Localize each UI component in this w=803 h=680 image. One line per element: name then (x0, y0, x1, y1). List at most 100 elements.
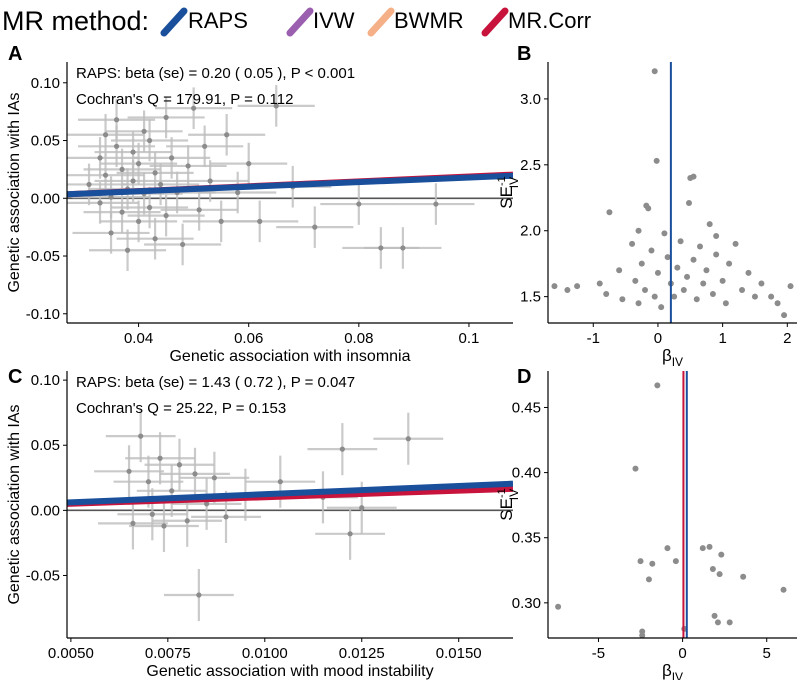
data-point (433, 201, 439, 207)
legend-label-ivw: IVW (313, 8, 355, 33)
data-point (102, 172, 109, 178)
data-point (277, 479, 283, 485)
data-point (726, 619, 733, 626)
data-point (751, 293, 758, 300)
x-tick-label: 0 (678, 645, 686, 662)
legend-swatch-raps (160, 7, 188, 37)
data-point (246, 161, 252, 167)
x-tick-label: 0.04 (124, 330, 153, 347)
y-tick-label: 0.00 (31, 502, 60, 519)
data-point (551, 283, 558, 290)
data-point (739, 287, 746, 294)
data-point (719, 277, 726, 284)
data-point (664, 254, 671, 261)
data-point (718, 551, 725, 558)
data-point (616, 267, 623, 274)
data-point (700, 280, 707, 287)
data-point (664, 545, 671, 552)
data-point (108, 230, 114, 236)
data-point (141, 128, 147, 134)
data-point (709, 565, 716, 572)
y-tick-label: 2.0 (520, 223, 541, 240)
x-tick-label: 0.0125 (339, 645, 385, 662)
legend-swatch-mrcorr (481, 7, 509, 37)
data-point (108, 194, 114, 200)
x-axis-label-symbol: β (662, 346, 672, 365)
data-point (564, 287, 571, 294)
data-point (97, 200, 103, 206)
data-point (86, 181, 92, 188)
data-point (192, 471, 198, 477)
data-point (378, 245, 384, 251)
data-point (713, 233, 720, 239)
data-point (619, 296, 626, 303)
x-axis-label: Genetic association with insomnia (169, 348, 410, 365)
data-point (693, 296, 700, 303)
data-point (161, 523, 167, 529)
data-point (606, 209, 613, 216)
legend-item-raps: RAPS (160, 7, 248, 37)
data-point (649, 560, 656, 567)
data-point (711, 612, 718, 619)
data-point (218, 218, 224, 224)
data-point (163, 114, 169, 121)
legend-label-mrcorr: MR.Corr (508, 8, 591, 33)
data-point (706, 543, 713, 550)
plot-area (67, 410, 513, 622)
annotation-text: Cochran's Q = 25.22, P = 0.153 (76, 400, 286, 417)
data-point (635, 227, 642, 234)
y-tick-label: 3.0 (520, 91, 541, 108)
data-point (651, 293, 658, 300)
plot-area (551, 62, 794, 323)
y-tick-label: 0.40 (512, 465, 541, 482)
data-point (555, 603, 562, 610)
y-tick-label: -0.05 (26, 567, 60, 584)
data-point (574, 283, 581, 290)
data-point (703, 267, 710, 274)
y-axis-label: SE-1IV (496, 176, 521, 208)
legend-title: MR method: (2, 6, 149, 36)
data-point (781, 312, 788, 319)
data-point (359, 505, 365, 511)
data-point (680, 287, 687, 294)
data-point (184, 518, 190, 524)
data-point (787, 283, 794, 290)
x-tick-label: 0.06 (234, 330, 263, 347)
data-point (672, 558, 679, 565)
legend-swatch-bwmr (367, 7, 395, 37)
y-tick-label: -0.10 (26, 306, 60, 323)
data-point (674, 264, 681, 271)
data-point (124, 247, 131, 253)
x-tick-label: -5 (592, 645, 605, 662)
data-point (152, 170, 158, 176)
data-point (400, 245, 406, 251)
panel-c-scatter: RAPS: beta (se) = 1.43 ( 0.72 ), P = 0.0… (6, 371, 513, 680)
data-point (223, 514, 229, 520)
data-point (645, 205, 652, 212)
data-point (185, 163, 191, 169)
x-tick-label: 0 (654, 330, 662, 347)
data-point (312, 224, 318, 230)
data-point (716, 571, 723, 578)
data-point (273, 103, 279, 109)
data-point (113, 143, 120, 149)
x-axis-label-subscript: IV (672, 355, 683, 369)
data-point (654, 382, 661, 389)
data-point (774, 300, 781, 307)
legend-label-bwmr: BWMR (394, 8, 464, 33)
data-point (130, 149, 136, 155)
data-point (661, 230, 668, 237)
data-point (135, 218, 142, 224)
data-point (642, 287, 649, 294)
data-point (224, 132, 230, 138)
y-axis-label-symbol: SE (497, 186, 516, 209)
panel-a-scatter: RAPS: beta (se) = 0.20 ( 0.05 ), P < 0.0… (6, 62, 513, 365)
data-point (768, 293, 775, 300)
data-point (654, 269, 661, 276)
y-tick-label: 0.05 (31, 133, 60, 150)
data-point (149, 511, 155, 517)
annotation-text: Cochran's Q = 179.91, P = 0.112 (76, 91, 293, 108)
data-point (196, 207, 202, 213)
